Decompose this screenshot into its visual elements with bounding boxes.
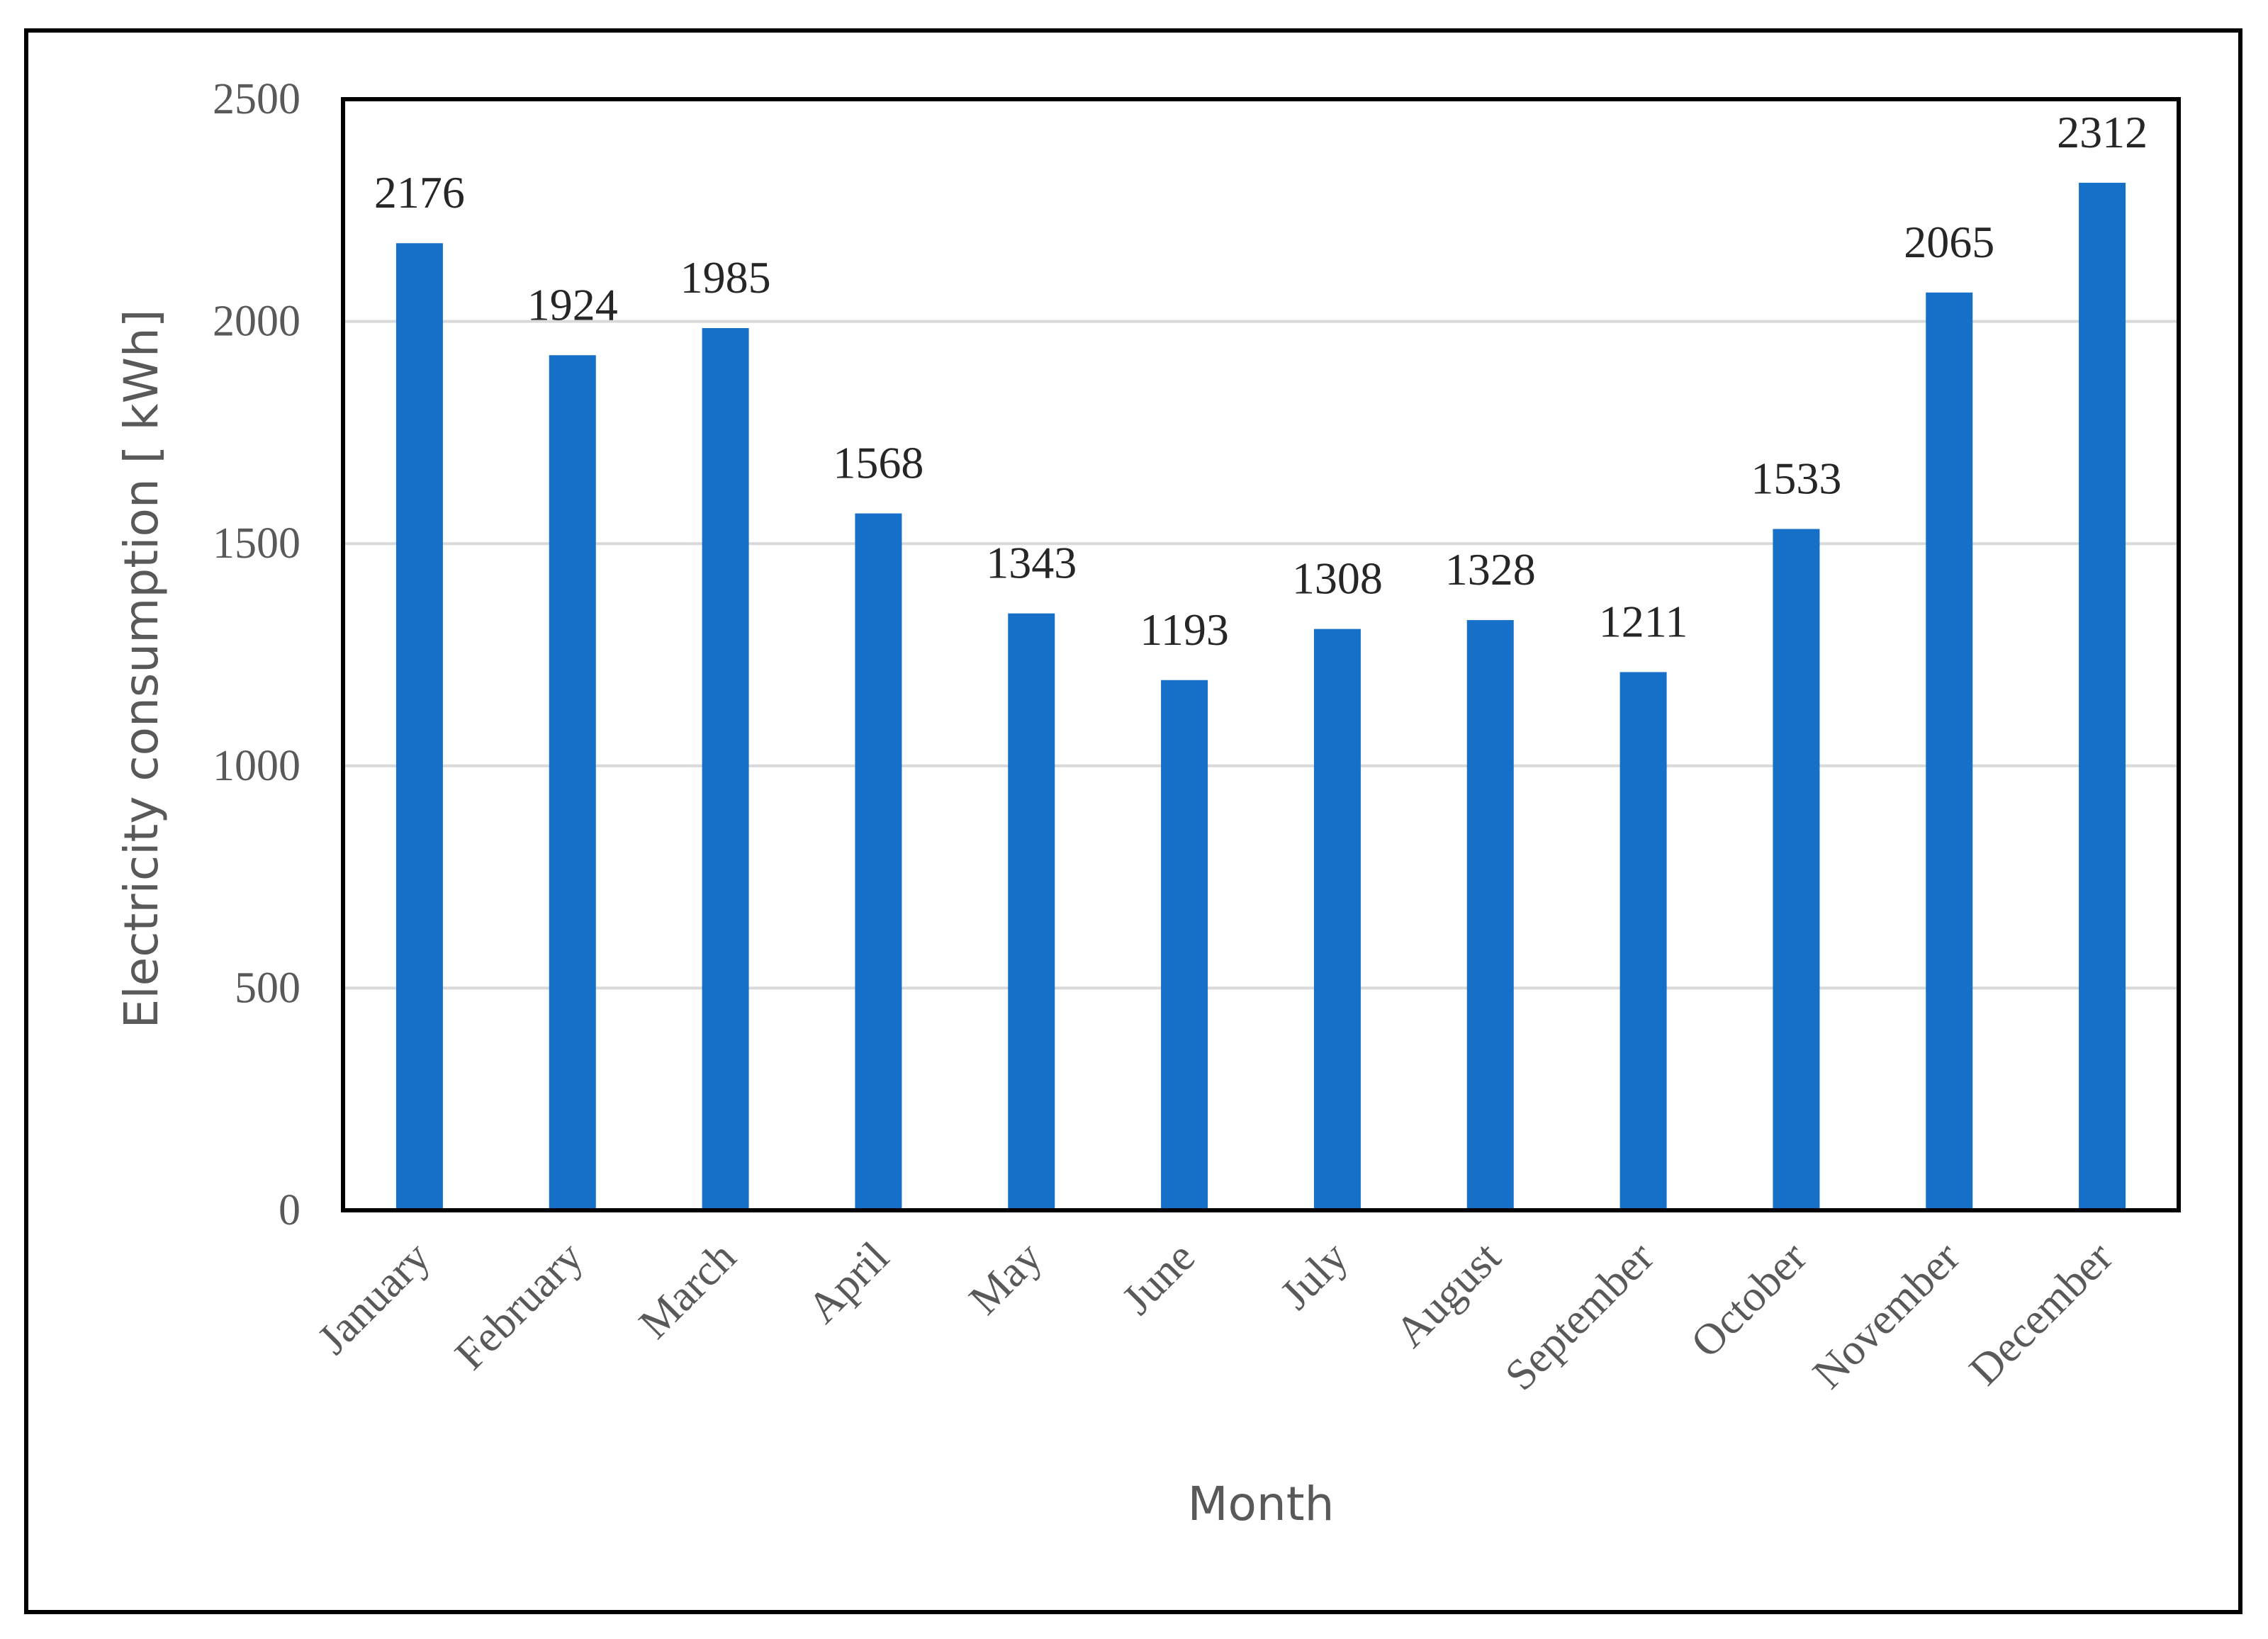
y-tick-label: 2500 (213, 75, 301, 123)
y-tick-label: 500 (235, 964, 301, 1012)
data-label: 1211 (1599, 596, 1688, 646)
bar-october (1773, 529, 1820, 1210)
y-tick-labels: 0 500 1000 1500 2000 2500 (213, 75, 301, 1234)
data-label: 1985 (680, 252, 771, 303)
x-category-label: May (960, 1233, 1051, 1324)
bars (395, 182, 2126, 1211)
data-label: 1308 (1292, 553, 1383, 604)
x-axis-title: Month (1188, 1477, 1335, 1531)
x-category-label: June (1113, 1233, 1204, 1324)
bar-january (395, 243, 443, 1211)
bar-april (855, 513, 902, 1210)
data-label: 1193 (1140, 604, 1229, 655)
data-label: 1533 (1751, 454, 1841, 504)
bar-may (1008, 613, 1055, 1210)
y-tick-label: 1500 (213, 519, 301, 568)
data-label: 1924 (527, 279, 618, 330)
x-category-label: April (799, 1233, 899, 1333)
gridlines (343, 320, 2179, 990)
x-category-label: November (1804, 1233, 1969, 1398)
data-label: 2065 (1904, 217, 1994, 267)
x-category-label: August (1386, 1233, 1510, 1357)
bar-july (1313, 629, 1361, 1210)
plot-area-frame (341, 97, 2181, 1212)
x-category-labels: January February March April May June July Augu… (308, 1233, 2122, 1400)
x-category-label: December (1960, 1233, 2122, 1395)
y-tick-label: 2000 (213, 298, 301, 346)
x-category-label: October (1682, 1233, 1817, 1368)
data-label: 2312 (2057, 107, 2148, 157)
bar-december (2079, 182, 2126, 1211)
bar-november (1926, 292, 1973, 1210)
y-tick-label: 1000 (213, 742, 301, 790)
x-category-label: February (446, 1233, 592, 1379)
data-label: 1343 (986, 538, 1077, 588)
data-label: 2176 (374, 167, 465, 218)
x-category-label: September (1496, 1233, 1663, 1400)
bar-february (549, 355, 596, 1210)
x-category-label: January (308, 1233, 439, 1363)
bar-march (702, 328, 749, 1210)
y-tick-label: 0 (279, 1186, 301, 1234)
bar-june (1161, 680, 1208, 1210)
y-axis-title: Electricity consumption [ kWh] (114, 310, 169, 1029)
bar-september (1619, 672, 1667, 1210)
x-category-label: July (1271, 1233, 1357, 1319)
data-labels: 2176 1924 1985 1568 1343 1193 1308 1328 1211 1533… (374, 107, 2148, 655)
data-label: 1568 (833, 438, 924, 488)
bar-august (1466, 620, 1514, 1210)
x-category-label: March (630, 1233, 746, 1348)
figure-frame (24, 28, 2242, 1614)
data-label: 1328 (1445, 544, 1536, 595)
